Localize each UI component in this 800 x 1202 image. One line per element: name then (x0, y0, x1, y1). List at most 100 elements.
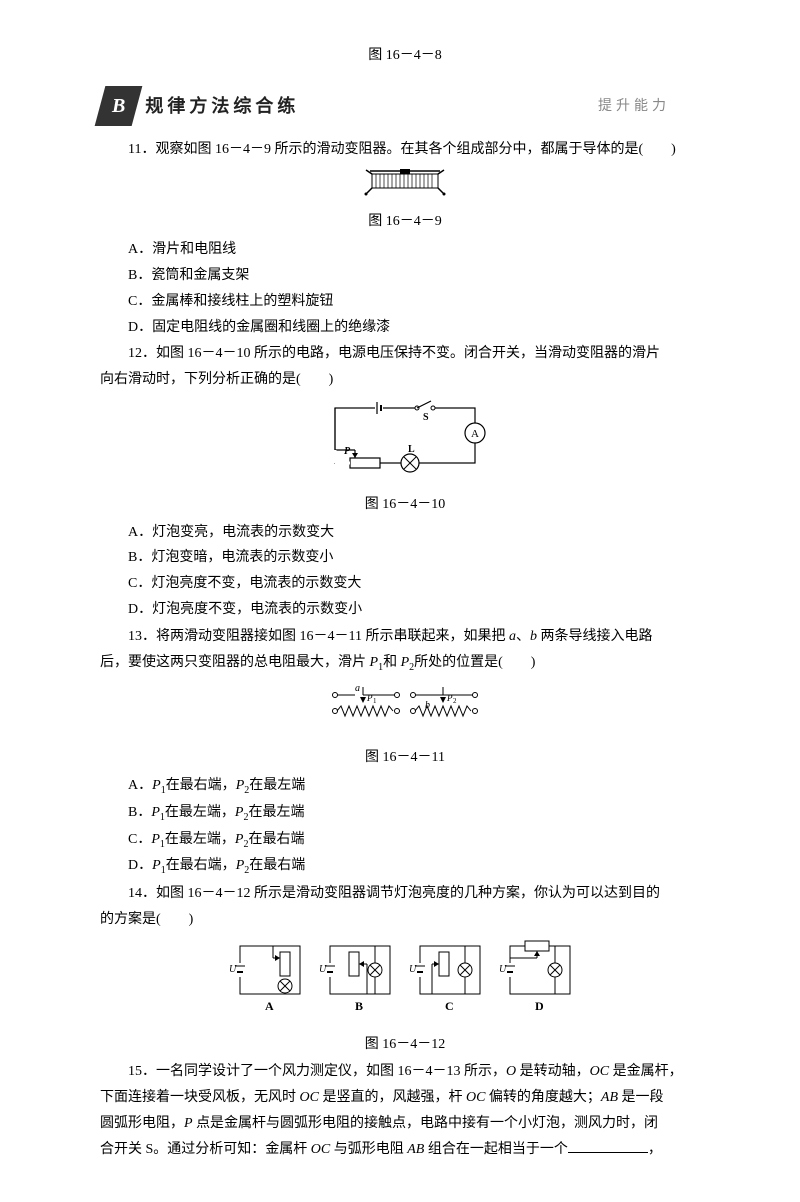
q13-text-1: 13．将两滑动变阻器接如图 16－4－11 所示串联起来，如果把 (128, 629, 509, 644)
svg-text:D: D (535, 999, 544, 1013)
section-badge: B (95, 86, 143, 126)
q15-t10: 合开关 S。通过分析可知：金属杆 (100, 1142, 311, 1157)
q13c-prefix: C． (128, 832, 151, 847)
q15-t9: 点是金属杆与圆弧形电阻的接触点，电路中接有一个小灯泡，测风力时，闭 (193, 1116, 659, 1131)
section-badge-letter: B (112, 89, 125, 123)
q13d-p1: P (152, 858, 161, 873)
q13a-prefix: A． (128, 778, 152, 793)
svg-text:L: L (408, 444, 415, 455)
q13-text-4: 后，要使这两只变阻器的总电阻最大，滑片 (100, 655, 370, 670)
section-subtitle: 提升能力 (598, 94, 670, 118)
q12-option-b: B．灯泡变暗，电流表的示数变小 (100, 546, 710, 570)
svg-text:C: C (445, 999, 454, 1013)
q13b-end: 在最左端 (248, 805, 304, 820)
figure-16-4-10: S A L P (100, 398, 710, 487)
svg-text:P: P (446, 693, 453, 703)
figure-caption-16-4-10: 图 16－4－10 (100, 493, 710, 517)
question-11-stem: 11．观察如图 16－4－9 所示的滑动变阻器。在其各个组成部分中，都属于导体的… (100, 138, 710, 162)
question-15-stem-4: 合开关 S。通过分析可知：金属杆 OC 与弧形电阻 AB 组合在一起相当于一个 ， (100, 1138, 710, 1162)
q15-t7: 是一段 (618, 1090, 664, 1105)
q13d-prefix: D． (128, 858, 152, 873)
q13b-prefix: B． (128, 805, 151, 820)
question-15-stem-3: 圆弧形电阻，P 点是金属杆与圆弧形电阻的接触点，电路中接有一个小灯泡，测风力时，… (100, 1112, 710, 1136)
svg-text:A: A (265, 999, 274, 1013)
q13b-p1: P (151, 805, 160, 820)
question-14-stem: 14．如图 16－4－12 所示是滑动变阻器调节灯泡亮度的几种方案，你认为可以达… (100, 882, 710, 906)
section-title: 规律方法综合练 (145, 91, 299, 122)
q13-option-c: C．P1在最左端，P2在最右端 (100, 828, 710, 853)
q13-text-6: 所处的位置是( ) (414, 655, 535, 670)
question-12-stem-cont: 向右滑动时，下列分析正确的是( ) (100, 368, 710, 392)
q13-option-b: B．P1在最左端，P2在最左端 (100, 801, 710, 826)
question-12-stem: 12．如图 16－4－10 所示的电路，电源电压保持不变。闭合开关，当滑动变阻器… (100, 342, 710, 366)
question-13-stem: 13．将两滑动变阻器接如图 16－4－11 所示串联起来，如果把 a、b 两条导… (100, 625, 710, 649)
q15-AB: AB (601, 1090, 618, 1105)
figure-caption-16-4-9: 图 16－4－9 (100, 210, 710, 234)
q11-option-c: C．金属棒和接线柱上的塑料旋钮 (100, 290, 710, 314)
svg-text:2: 2 (453, 697, 457, 705)
q13-text-3: 两条导线接入电路 (537, 629, 653, 644)
svg-text:1: 1 (373, 697, 377, 705)
q15-AB2: AB (407, 1142, 424, 1157)
q15-P: P (184, 1116, 193, 1131)
q15-OC: OC (590, 1064, 609, 1079)
q13a-mid: 在最右端， (166, 778, 236, 793)
q15-t11: 与弧形电阻 (330, 1142, 407, 1157)
q15-t3: 是金属杆， (609, 1064, 683, 1079)
svg-text:U: U (229, 964, 237, 975)
q13-option-d: D．P1在最右端，P2在最右端 (100, 854, 710, 879)
q13c-mid: 在最左端， (165, 832, 235, 847)
svg-text:S: S (423, 412, 429, 423)
q15-OC3: OC (466, 1090, 485, 1105)
q13d-mid: 在最右端， (166, 858, 236, 873)
q11-option-b: B．瓷筒和金属支架 (100, 264, 710, 288)
q15-t1: 15．一名同学设计了一个风力测定仪，如图 16－4－13 所示， (128, 1064, 506, 1079)
figure-16-4-12: U A U B (100, 938, 710, 1027)
figure-16-4-11: a P 1 b P 2 (100, 681, 710, 740)
q15-O: O (506, 1064, 516, 1079)
question-15-stem-2: 下面连接着一块受风板，无风时 OC 是竖直的，风越强，杆 OC 偏转的角度越大；… (100, 1086, 710, 1110)
q15-t12: 组合在一起相当于一个 (424, 1142, 568, 1157)
q13d-end: 在最右端 (249, 858, 305, 873)
q15-t2: 是转动轴， (516, 1064, 590, 1079)
q13-option-a: A．P1在最右端，P2在最左端 (100, 774, 710, 799)
q15-t13: ， (648, 1142, 662, 1157)
q13-italic-p2: P (401, 655, 410, 670)
q13b-mid: 在最左端， (165, 805, 235, 820)
q15-t8: 圆弧形电阻， (100, 1116, 184, 1131)
section-header: B 规律方法综合练 提升能力 (100, 86, 710, 126)
svg-text:U: U (319, 964, 327, 975)
question-13-stem-cont: 后，要使这两只变阻器的总电阻最大，滑片 P1和 P2所处的位置是( ) (100, 651, 710, 676)
svg-text:A: A (471, 428, 479, 440)
svg-text:a: a (355, 683, 360, 694)
q12-option-a: A．灯泡变亮，电流表的示数变大 (100, 521, 710, 545)
q13c-end: 在最右端 (248, 832, 304, 847)
q13c-p1: P (151, 832, 160, 847)
q15-OC2: OC (300, 1090, 319, 1105)
question-15-stem: 15．一名同学设计了一个风力测定仪，如图 16－4－13 所示，O 是转动轴，O… (100, 1060, 710, 1084)
q13d-p2: P (236, 858, 245, 873)
svg-text:B: B (355, 999, 363, 1013)
q11-option-d: D．固定电阻线的金属圈和线圈上的绝缘漆 (100, 316, 710, 340)
figure-caption-16-4-11: 图 16－4－11 (100, 746, 710, 770)
q15-t5: 是竖直的，风越强，杆 (319, 1090, 466, 1105)
figure-caption-16-4-8: 图 16－4－8 (100, 44, 710, 68)
q13a-end: 在最左端 (249, 778, 305, 793)
svg-text:P: P (366, 693, 373, 703)
svg-text:U: U (499, 964, 507, 975)
q15-OC4: OC (311, 1142, 330, 1157)
q15-t6: 偏转的角度越大； (485, 1090, 601, 1105)
q13a-p1: P (152, 778, 161, 793)
q13-italic-p1: P (370, 655, 379, 670)
q12-option-c: C．灯泡亮度不变，电流表的示数变大 (100, 572, 710, 596)
q15-blank (568, 1139, 648, 1153)
question-14-stem-cont: 的方案是( ) (100, 908, 710, 932)
q13a-p2: P (236, 778, 245, 793)
q13-text-2: 、 (516, 629, 530, 644)
svg-text:U: U (409, 964, 417, 975)
figure-16-4-9 (100, 168, 710, 205)
q13-italic-b: b (530, 629, 537, 644)
q11-option-a: A．滑片和电阻线 (100, 238, 710, 262)
q12-option-d: D．灯泡亮度不变，电流表的示数变小 (100, 598, 710, 622)
q13-text-5: 和 (383, 655, 401, 670)
